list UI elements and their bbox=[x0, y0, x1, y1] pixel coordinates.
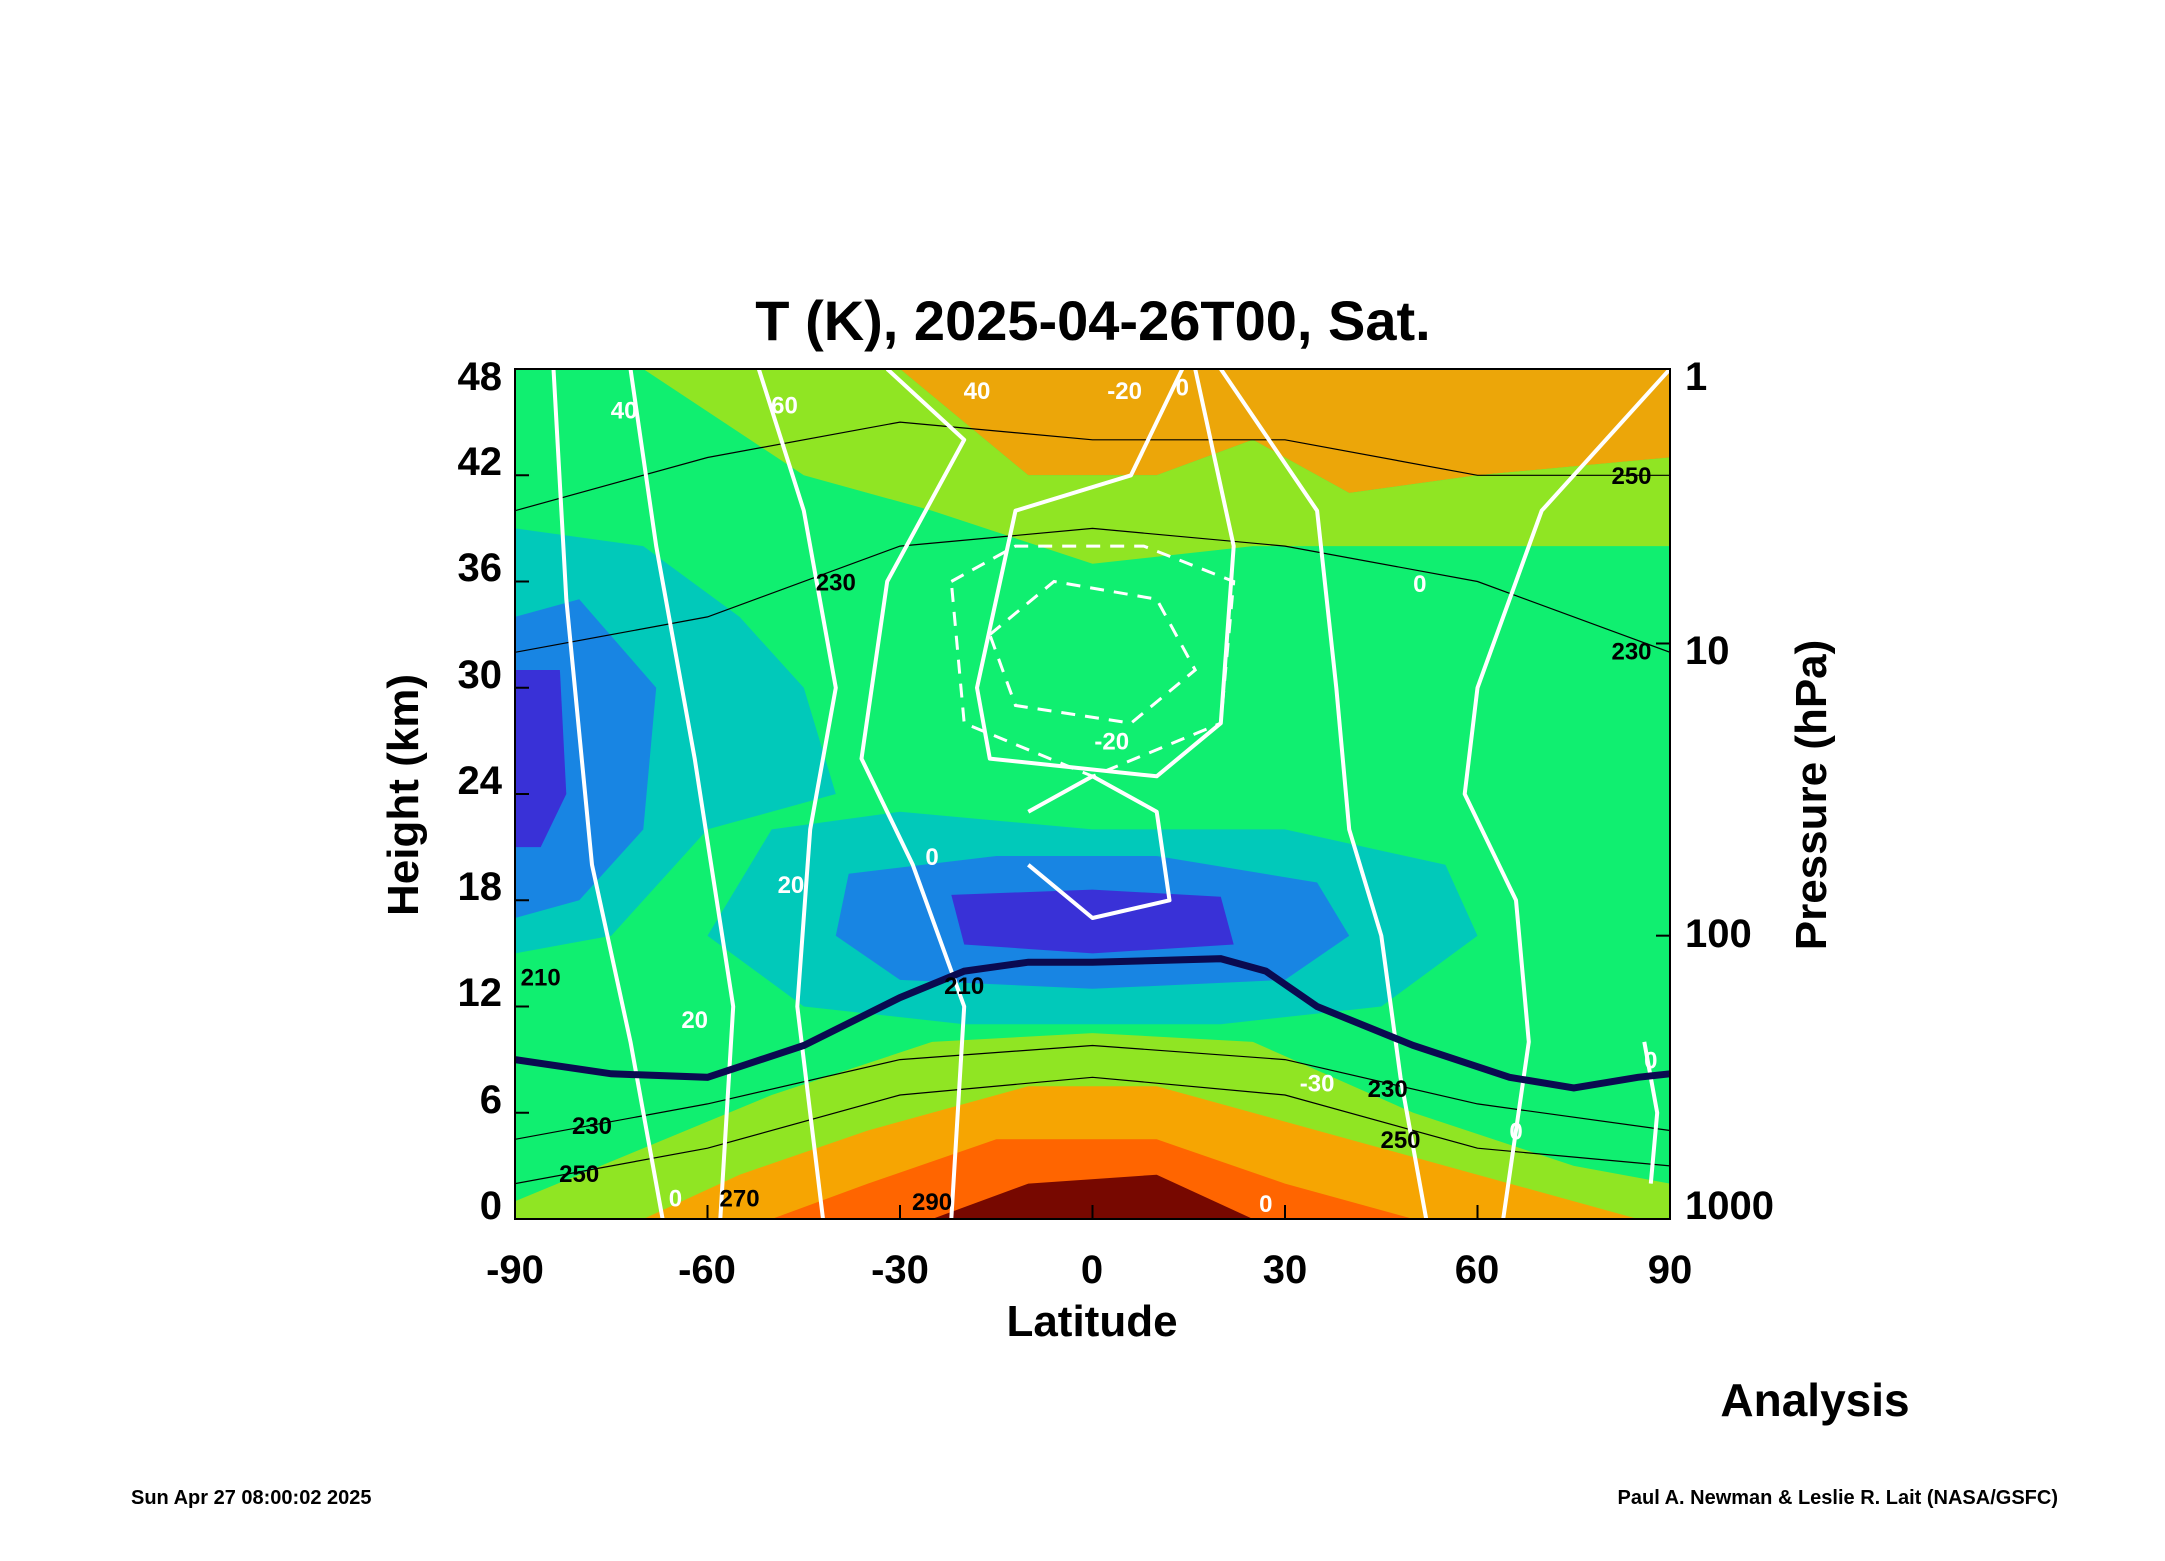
temperature-contour-label: 210 bbox=[521, 964, 561, 991]
wind-contour-label: 0 bbox=[1413, 571, 1426, 598]
wind-contour-label: 40 bbox=[964, 378, 991, 405]
wind-contour-line bbox=[859, 369, 967, 1219]
footer-credit: Paul A. Newman & Leslie R. Lait (NASA/GS… bbox=[1618, 1487, 2058, 1509]
x-tick-label: -90 bbox=[486, 1248, 544, 1292]
wind-contour-lines bbox=[551, 369, 1670, 1219]
wind-contour-line bbox=[756, 369, 838, 1219]
temperature-contour-label: 230 bbox=[1368, 1076, 1408, 1103]
y-axis-right-label: Pressure (hPa) bbox=[1787, 640, 1836, 951]
temperature-contour-label: 250 bbox=[1380, 1127, 1420, 1154]
wind-contour-line bbox=[975, 369, 1236, 779]
y-right-tick-label: 10 bbox=[1685, 629, 1730, 673]
wind-contour-label: 0 bbox=[669, 1186, 682, 1213]
wind-contour-label: 40 bbox=[611, 398, 638, 425]
wind-contour-line bbox=[628, 369, 736, 1219]
y-tick-label: 30 bbox=[458, 653, 503, 697]
wind-contour-label: 0 bbox=[1176, 375, 1189, 402]
temperature-contour-label: 270 bbox=[720, 1186, 760, 1213]
wind-contour-line bbox=[1219, 369, 1429, 1219]
wind-contour-negative bbox=[949, 544, 1236, 778]
footer-timestamp: Sun Apr 27 08:00:02 2025 bbox=[131, 1487, 372, 1509]
y-axis-right: 1 10 100 1000 Pressure (hPa) bbox=[1685, 355, 1836, 1228]
y-tick-label: 24 bbox=[458, 759, 503, 803]
plot-area: 290 270 250 230 210 210 230 250 230 230 250 40 60 40 -… bbox=[514, 368, 1671, 1220]
y-right-tick-label: 1 bbox=[1685, 355, 1707, 399]
temperature-contour-label: 210 bbox=[944, 973, 984, 1000]
temperature-contour-label: 290 bbox=[912, 1189, 952, 1216]
x-tick-label: 90 bbox=[1648, 1248, 1693, 1292]
x-tick-label: -30 bbox=[871, 1248, 929, 1292]
tropical-coldest-band bbox=[951, 889, 1234, 954]
x-axis-label: Latitude bbox=[1006, 1297, 1177, 1346]
product-label: Analysis bbox=[1720, 1374, 1909, 1426]
wind-contour-line bbox=[1027, 774, 1172, 920]
temperature-contour-lines bbox=[515, 421, 1670, 1185]
wind-contour-label: 0 bbox=[1259, 1191, 1272, 1218]
x-tick-label: 0 bbox=[1081, 1248, 1103, 1292]
y-axis-left: 0 6 12 18 24 30 36 42 48 Height (km) bbox=[379, 355, 503, 1228]
y-tick-label: 42 bbox=[458, 440, 503, 484]
y-right-tick-label: 100 bbox=[1685, 912, 1752, 956]
isotherm-line bbox=[515, 421, 1670, 512]
wind-contour-label: 0 bbox=[925, 844, 938, 871]
isotherm-line bbox=[515, 1044, 1670, 1140]
contour-labels: 290 270 250 230 210 210 230 250 230 230 250 40 60 40 -… bbox=[521, 375, 1658, 1218]
warm-upper-band bbox=[900, 369, 1670, 493]
x-tick-label: 30 bbox=[1263, 1248, 1308, 1292]
y-right-tick-label: 1000 bbox=[1685, 1184, 1774, 1228]
x-tick-label: -60 bbox=[678, 1248, 736, 1292]
wind-contour-label: -30 bbox=[1300, 1071, 1335, 1098]
wind-contour-label: -20 bbox=[1107, 378, 1142, 405]
mid-upper-band bbox=[643, 369, 1670, 564]
temperature-contour-label: 230 bbox=[816, 569, 856, 596]
wind-contour-label: 0 bbox=[1644, 1047, 1657, 1074]
wind-contour-line bbox=[551, 369, 665, 1219]
temperature-contour-label: 230 bbox=[1611, 638, 1651, 665]
wind-contour-label: 20 bbox=[681, 1007, 708, 1034]
polar-core-band bbox=[515, 670, 567, 848]
y-tick-label: 48 bbox=[458, 355, 503, 399]
y-axis-left-label: Height (km) bbox=[379, 674, 428, 916]
wind-contour-label: 20 bbox=[778, 872, 805, 899]
wind-contour-line bbox=[1642, 1041, 1660, 1184]
x-tick-label: 60 bbox=[1455, 1248, 1500, 1292]
y-tick-label: 12 bbox=[458, 971, 503, 1015]
tropopause-line bbox=[514, 955, 1671, 1092]
tick-marks bbox=[514, 368, 1671, 1220]
wind-contour-label: 60 bbox=[771, 392, 798, 419]
wind-contour-negative bbox=[988, 579, 1198, 725]
surface-warmest-band bbox=[932, 1174, 1253, 1219]
isotherm-line bbox=[515, 527, 1670, 653]
temperature-contour-label: 230 bbox=[572, 1113, 612, 1140]
wind-contour-label: -20 bbox=[1094, 729, 1129, 756]
chart-title: T (K), 2025-04-26T00, Sat. bbox=[755, 289, 1430, 352]
temperature-contour-label: 250 bbox=[559, 1161, 599, 1188]
x-axis: -90 -60 -30 0 30 60 90 Latitude bbox=[486, 1248, 1692, 1346]
wind-contour-line bbox=[1462, 369, 1670, 1219]
y-tick-label: 36 bbox=[458, 546, 503, 590]
y-tick-label: 0 bbox=[480, 1184, 502, 1228]
wind-contour-label: 0 bbox=[1509, 1118, 1522, 1145]
isotherm-line bbox=[515, 1076, 1670, 1185]
temperature-contour-label: 250 bbox=[1611, 463, 1651, 490]
y-tick-label: 18 bbox=[458, 865, 503, 909]
y-tick-label: 6 bbox=[480, 1078, 502, 1122]
